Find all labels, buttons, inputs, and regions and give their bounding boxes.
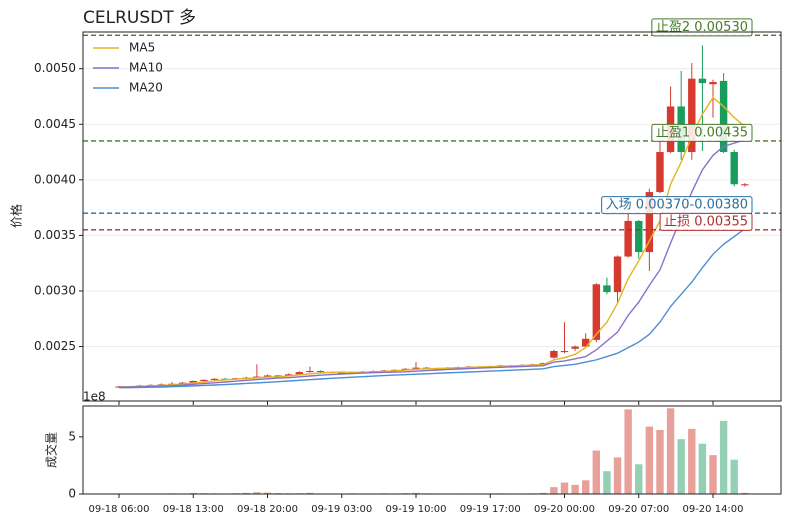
candle-body [571, 346, 579, 349]
volume-bar [412, 492, 420, 494]
volume-bar [592, 450, 601, 494]
candle-body [635, 220, 643, 253]
legend-label: MA20 [129, 81, 163, 95]
y-tick-label: 0.0050 [34, 61, 76, 75]
offset-label: 1e8 [83, 390, 106, 404]
candle-body [613, 256, 622, 293]
volume-bar [666, 408, 675, 494]
level-annotation: 止损 0.00355 [659, 212, 753, 231]
ma-line [118, 139, 746, 388]
candle-body [316, 370, 325, 373]
y-axis-label: 价格 [9, 204, 24, 228]
candle-body [560, 350, 569, 353]
ma-line [119, 228, 746, 389]
volume-bar [730, 459, 738, 494]
candle-body [709, 82, 717, 85]
y-tick-label: 0.0035 [34, 228, 76, 242]
x-tick-label: 09-18 20:00 [237, 504, 298, 515]
candle-body [698, 78, 707, 84]
candle-body [719, 80, 728, 153]
volume-bar [582, 480, 590, 494]
volume-bar [635, 464, 643, 494]
volume-bar [253, 492, 261, 494]
legend-label: MA5 [129, 41, 155, 55]
volume-bar [698, 443, 707, 494]
plot-frame [82, 405, 782, 495]
candle-body [550, 350, 558, 358]
level-annotation: 入场 0.00370-0.00380 [601, 196, 753, 215]
candle-body [688, 78, 696, 153]
y-tick-label: 0 [68, 487, 76, 501]
volume-bar [263, 492, 272, 494]
candle-body [285, 374, 293, 376]
candle-body [253, 376, 261, 378]
candle-body [263, 375, 272, 377]
level-label: 止损 0.00355 [664, 214, 748, 229]
volume-bar [306, 492, 314, 494]
candle-body [210, 378, 219, 380]
candle-body [603, 285, 611, 293]
volume-bar [645, 426, 654, 494]
candle-body [582, 338, 590, 347]
x-tick-label: 09-18 06:00 [88, 504, 149, 515]
volume-bar [603, 471, 611, 494]
level-label: 止盈1 0.00435 [656, 125, 748, 140]
candle-body [306, 370, 314, 373]
candle-body [730, 152, 738, 185]
candle-body [401, 368, 410, 370]
x-tick-label: 09-18 13:00 [163, 504, 224, 515]
candle-body [189, 380, 197, 383]
volume-bar [539, 492, 547, 494]
candle-body [539, 363, 547, 365]
level-box [651, 123, 753, 142]
volume-bar [677, 439, 685, 494]
x-tick-label: 09-20 00:00 [534, 504, 595, 515]
candle-body [741, 184, 749, 186]
x-tick-label: 09-19 10:00 [385, 504, 446, 515]
y-tick-label: 0.0040 [34, 172, 76, 186]
candle-body [274, 375, 282, 377]
level-annotation: 止盈1 0.00435 [651, 123, 753, 142]
x-tick-label: 09-20 07:00 [608, 504, 669, 515]
level-annotation: 止盈2 0.00530 [651, 18, 753, 37]
ma-line [118, 96, 746, 388]
y-tick-label: 5 [68, 429, 76, 443]
candle-body [178, 382, 187, 384]
level-label: 入场 0.00370-0.00380 [606, 198, 748, 213]
chart-title: CELRUSDT 多 [83, 8, 196, 28]
candle-body [295, 372, 304, 375]
candle-body [656, 152, 664, 193]
volume-bar [571, 484, 579, 494]
volume-bar [688, 428, 696, 494]
volume-bar [560, 482, 569, 494]
y-tick-label: 0.0045 [34, 117, 76, 131]
volume-bar [656, 430, 664, 494]
y-tick-label: 0.0030 [34, 283, 76, 297]
volume-bar [624, 409, 632, 494]
volume-bar [719, 420, 728, 494]
level-label: 止盈2 0.00530 [656, 20, 748, 35]
candle-body [200, 379, 208, 381]
candle-body [645, 192, 654, 253]
volume-bar [613, 457, 622, 494]
volume-bar [550, 487, 558, 494]
x-tick-label: 09-19 03:00 [311, 504, 372, 515]
legend-label: MA10 [129, 61, 163, 75]
candle-body [592, 284, 601, 340]
level-box [659, 212, 753, 231]
plot-frame [82, 31, 782, 402]
candle-body [338, 372, 346, 374]
volume-bar [709, 455, 717, 494]
x-tick-label: 09-19 17:00 [460, 504, 521, 515]
volume-bar [741, 492, 749, 494]
volume-bar [242, 492, 250, 494]
y-tick-label: 0.0025 [34, 339, 76, 353]
candle-body [412, 367, 420, 369]
candle-body [624, 220, 632, 257]
volume-axis-label: 成交量 [44, 432, 59, 468]
x-tick-label: 09-20 14:00 [682, 504, 743, 515]
